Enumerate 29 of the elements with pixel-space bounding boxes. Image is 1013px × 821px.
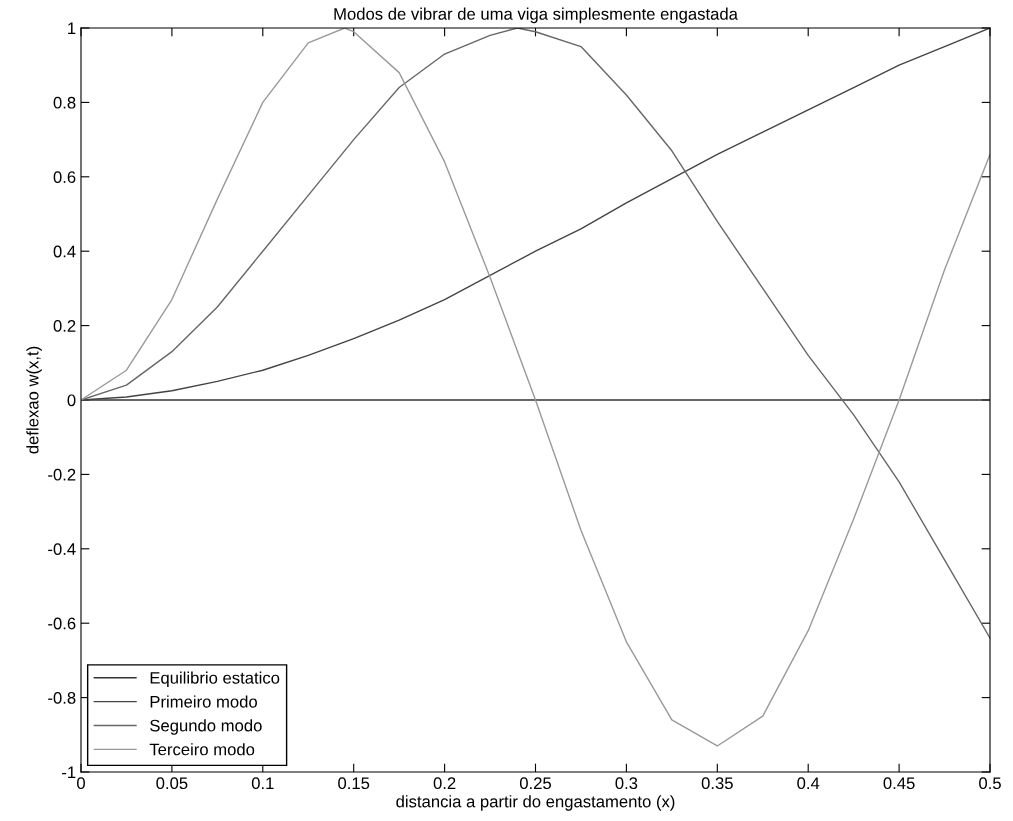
- y-tick-label: -0.4: [48, 543, 76, 555]
- x-axis-title: distancia a partir do engastamento (x): [396, 795, 675, 811]
- x-tick-label: 0.45: [883, 777, 915, 790]
- y-tick-label: 0: [67, 394, 76, 407]
- legend-label: Equilibrio estatico: [150, 671, 280, 688]
- legend-label: Primeiro modo: [150, 695, 257, 708]
- x-tick-label: 0: [77, 777, 85, 790]
- y-tick-label: -0.8: [48, 692, 76, 704]
- x-tick-label: 0.35: [701, 777, 733, 790]
- x-tick-label: 0.05: [156, 777, 188, 790]
- y-axis-title: deflexao w(x,t): [26, 346, 42, 454]
- legend-label: Terceiro modo: [149, 743, 255, 756]
- x-tick-label: 0.5: [979, 777, 1001, 790]
- chart-title: Modos de vibrar de uma viga simplesmente engastada: [334, 7, 738, 24]
- y-tick-label: -0.2: [48, 468, 76, 481]
- legend-label: Segundo modo: [150, 719, 262, 735]
- y-tick-label: 0.6: [53, 171, 76, 183]
- y-tick-label: 1: [68, 22, 76, 35]
- x-tick-label: 0.25: [519, 777, 552, 790]
- x-tick-label: 0.15: [338, 777, 370, 790]
- x-tick-label: 0.1: [251, 777, 274, 790]
- x-tick-label: 0.3: [615, 777, 638, 790]
- y-tick-label: -1: [62, 766, 76, 779]
- x-tick-label: 0.4: [797, 777, 820, 790]
- y-tick-label: 0.2: [53, 320, 76, 332]
- y-tick-label: 0.8: [53, 96, 76, 109]
- x-tick-label: 0.2: [433, 777, 456, 790]
- y-tick-label: -0.6: [48, 617, 76, 630]
- y-tick-label: 0.4: [53, 245, 76, 258]
